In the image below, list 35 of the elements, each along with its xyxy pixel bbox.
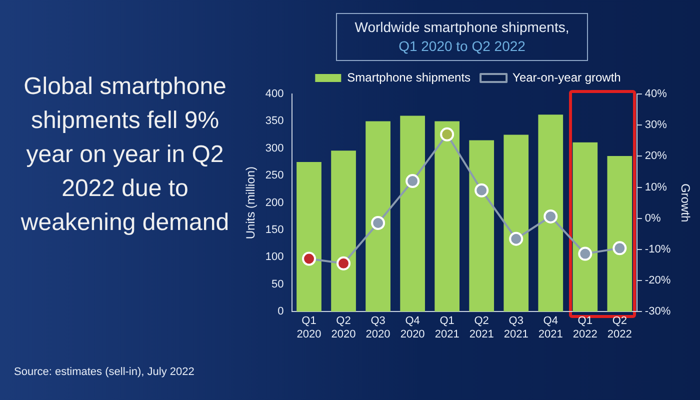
y2-axis-title: Growth [678,183,692,222]
x-tick-label: Q3 2021 [504,315,528,340]
y-tick-label: 250 [265,170,284,182]
y2-tick-label: -10% [644,243,671,256]
y2-tick-label: -30% [644,306,671,318]
y-tick-label: 100 [265,251,284,264]
x-tick-label: Q4 2020 [400,315,425,340]
y-tick-label: 350 [265,115,284,128]
y-tick-label: 0 [278,306,284,318]
text: Global smartphone shipments fell 9% year on year in Q2 2022 due to weakening demand [20,72,230,238]
x-tick-label: Q2 2022 [607,315,632,340]
y-tick-label: 200 [265,196,284,209]
y-tick-label: 300 [265,142,284,154]
x-tick-label: Q1 2022 [572,315,598,340]
chart-subtitle: Q1 2020 to Q2 2022 [398,37,526,56]
source-note: Source: estimates (sell-in), July 2022 [14,366,194,378]
x-tick-label: Q1 2021 [434,315,460,340]
x-tick-label: Q4 2021 [538,315,563,340]
x-tick-label: Q3 2020 [366,315,390,340]
x-tick-label: Q2 2020 [331,315,356,340]
y2-tick-label: -20% [644,274,671,287]
y2-tick-label: 10% [644,181,668,194]
y2-tick-label: 30% [644,119,668,132]
y2-tick-label: 0% [644,212,662,224]
y-tick-label: 150 [265,224,284,236]
legend-label: Smartphone shipments [347,70,471,84]
chart-title: Worldwide smartphone shipments, [354,18,570,37]
y-axis-title: Units (million) [244,166,258,240]
y-tick-label: 50 [272,278,284,290]
y2-tick-label: 40% [644,88,668,100]
x-tick-label: Q2 2021 [469,315,494,340]
x-tick-label: Q1 2020 [296,315,322,340]
y2-tick-label: 20% [644,150,668,162]
y-tick-label: 400 [265,88,284,100]
legend-label: Year-on-year growth [512,70,621,84]
